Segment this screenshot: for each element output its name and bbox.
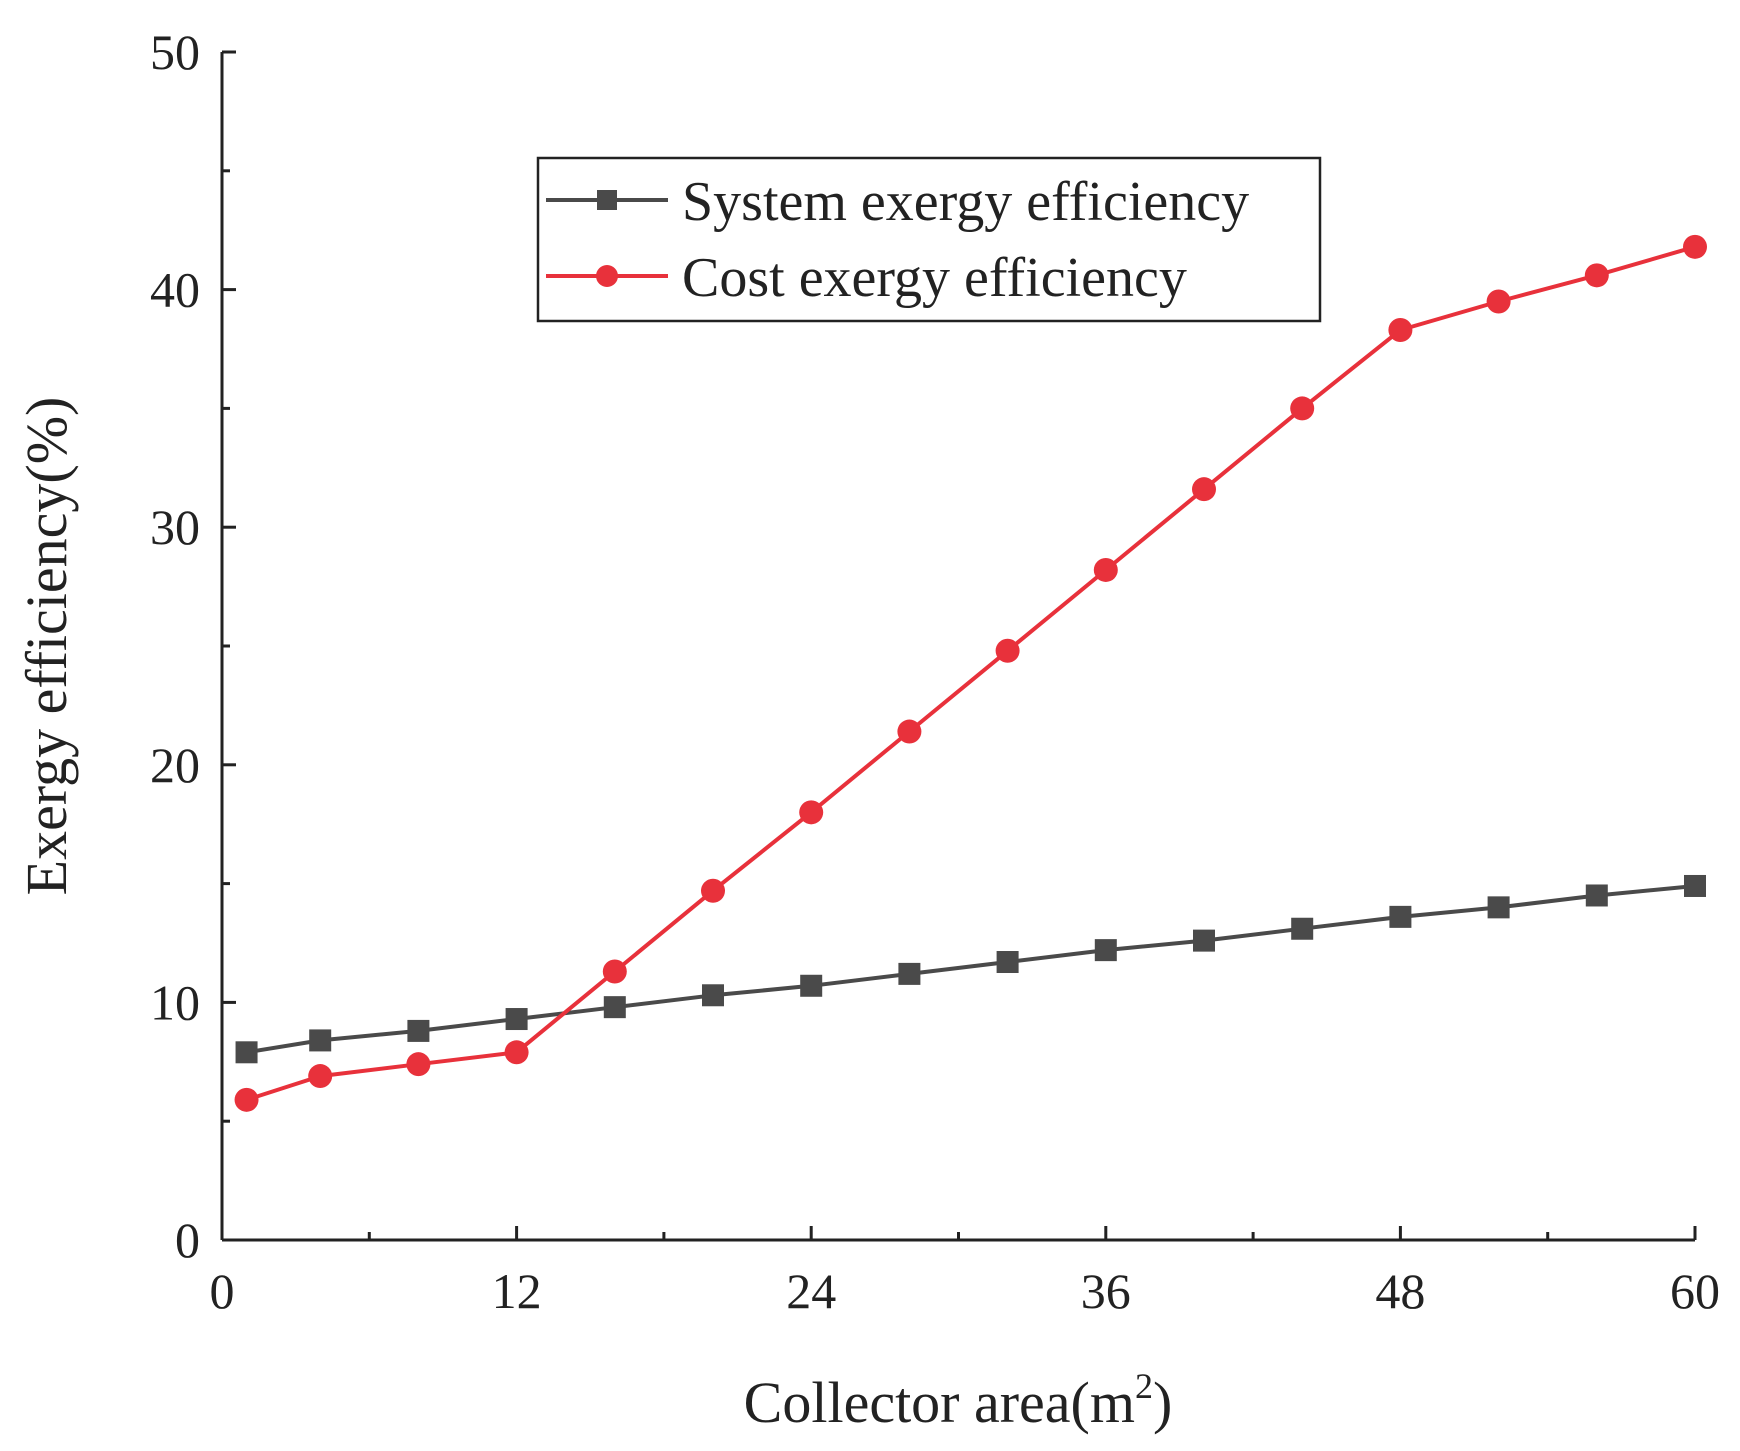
y-tick-label: 50 — [150, 24, 200, 80]
x-axis-title-text: Collector area(m — [744, 1370, 1135, 1435]
data-point — [1584, 263, 1609, 288]
y-tick-label: 40 — [150, 262, 200, 318]
data-point — [1684, 874, 1706, 897]
data-point — [308, 1064, 333, 1089]
x-axis-title-superscript: 2 — [1135, 1366, 1153, 1406]
data-point — [504, 1040, 529, 1065]
data-point — [1291, 917, 1314, 940]
y-tick-label: 10 — [150, 974, 200, 1030]
legend-marker-system — [597, 190, 617, 210]
data-point — [800, 974, 823, 997]
data-point — [406, 1052, 431, 1077]
legend: System exergy efficiency Cost exergy eff… — [536, 156, 1322, 323]
data-point — [1192, 477, 1216, 502]
legend-entry-system: System exergy efficiency — [546, 171, 1249, 233]
data-point — [701, 878, 725, 903]
data-point — [1683, 234, 1707, 259]
data-point — [1094, 939, 1117, 962]
data-point — [1388, 317, 1413, 342]
data-point — [897, 719, 922, 744]
data-point — [309, 1029, 332, 1052]
y-tick-label: 30 — [150, 499, 200, 555]
legend-label-cost: Cost exergy efficiency — [682, 247, 1187, 309]
y-tick-label: 0 — [175, 1212, 200, 1268]
data-point — [505, 1008, 528, 1031]
y-axis-title: Exergy efficiency(%) — [14, 397, 79, 896]
data-point — [1585, 884, 1608, 907]
data-point — [1193, 929, 1215, 952]
x-tick-label: 48 — [1375, 1263, 1425, 1319]
data-point — [407, 1019, 430, 1042]
data-point — [1389, 905, 1412, 928]
data-point — [235, 1041, 258, 1064]
legend-box — [536, 156, 1322, 323]
ticks: 0 12 24 36 48 60 0 10 20 30 40 50 — [150, 24, 1720, 1319]
data-point — [234, 1087, 259, 1112]
data-point — [702, 984, 724, 1007]
x-axis-title-close: ) — [1153, 1370, 1172, 1435]
x-tick-label: 24 — [786, 1263, 836, 1319]
data-point — [995, 638, 1020, 663]
data-point — [1093, 557, 1118, 582]
x-tick-label: 60 — [1670, 1263, 1720, 1319]
x-tick-label: 0 — [210, 1263, 235, 1319]
legend-marker-cost — [596, 265, 618, 287]
data-point — [602, 959, 627, 984]
y-tick-label: 20 — [150, 737, 200, 793]
data-point — [1290, 396, 1315, 421]
series-layer — [234, 234, 1707, 1112]
series-line — [245, 244, 1696, 1102]
x-tick-label: 12 — [492, 1263, 542, 1319]
data-point — [1486, 289, 1511, 314]
x-tick-label: 36 — [1081, 1263, 1131, 1319]
data-point — [603, 996, 626, 1019]
x-axis-title: Collector area(m2) — [744, 1366, 1173, 1435]
legend-label-system: System exergy efficiency — [682, 171, 1249, 233]
series-line — [246, 884, 1696, 1055]
series-system — [235, 874, 1706, 1064]
data-point — [1487, 896, 1510, 919]
data-point — [799, 800, 824, 825]
series-cost — [234, 234, 1707, 1112]
legend-entry-cost: Cost exergy efficiency — [546, 247, 1187, 309]
data-point — [996, 951, 1019, 974]
data-point — [898, 962, 921, 985]
